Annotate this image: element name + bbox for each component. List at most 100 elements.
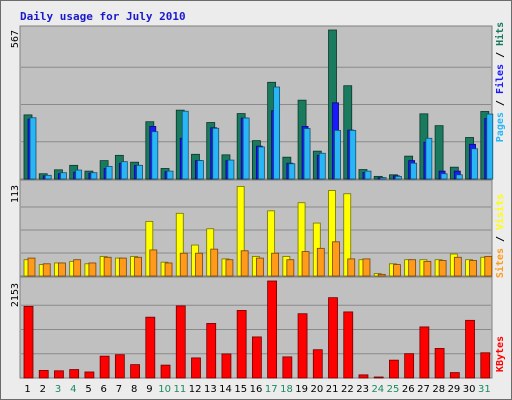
x-label-day-2: 2 (40, 384, 46, 395)
sites-bar-day-12 (195, 252, 203, 277)
sites-bar-day-9 (149, 249, 158, 277)
visits-bar-day-22 (343, 193, 352, 277)
svg-text:Pages / Files / Hits: Pages / Files / Hits (494, 22, 506, 142)
chart-title: Daily usage for July 2010 (20, 10, 186, 23)
kbytes-bar-day-6 (99, 355, 110, 379)
pages-bar-day-4 (75, 169, 83, 180)
sites-bar-day-29 (453, 256, 462, 277)
sites-bar-day-1 (27, 257, 36, 277)
sites-bar-day-14 (225, 259, 234, 277)
sites-bar-day-23 (362, 258, 371, 277)
pages-bar-day-7 (120, 161, 128, 180)
kbytes-bar-day-15 (236, 310, 247, 379)
x-label-day-3: 3 (55, 384, 61, 395)
kbytes-bar-day-10 (160, 364, 171, 379)
pages-bar-day-22 (349, 129, 357, 180)
legend-kbytes: KBytes (495, 336, 506, 372)
kbytes-bar-day-28 (434, 348, 445, 379)
x-label-day-8: 8 (131, 384, 137, 395)
visits-bar-day-21 (328, 190, 336, 277)
kbytes-bar-day-31 (480, 352, 491, 379)
kbytes-bar-day-9 (145, 316, 156, 379)
pages-bar-day-18 (288, 163, 296, 180)
sites-bar-day-22 (347, 258, 356, 277)
pages-bar-day-12 (197, 160, 204, 180)
visits-bar-day-19 (297, 202, 306, 277)
sites-bar-day-2 (42, 263, 51, 277)
legend-pages: Pages (495, 112, 506, 142)
sites-bar-day-4 (73, 259, 82, 277)
pages-bar-day-19 (303, 128, 311, 180)
sites-bar-day-25 (393, 264, 401, 277)
hits-panel-bars (21, 29, 494, 180)
x-label-day-30: 30 (463, 384, 476, 395)
x-label-day-26: 26 (402, 384, 415, 395)
legend-kbytes: KBytes (495, 336, 506, 372)
sites-bar-day-13 (210, 248, 219, 277)
kbytes-bar-day-18 (282, 356, 293, 379)
kbytes-bar-day-20 (312, 349, 323, 379)
kbytes-bar-day-30 (465, 319, 475, 379)
kbytes-bar-day-24 (373, 376, 384, 379)
kbytes-ymax-label: 2153 (10, 283, 21, 307)
x-label-day-16: 16 (250, 384, 263, 395)
x-label-day-24: 24 (371, 384, 384, 395)
pages-bar-day-15 (242, 117, 250, 180)
sites-bar-day-21 (332, 241, 340, 277)
legend-sites: Sites (494, 248, 506, 278)
x-label-day-25: 25 (387, 384, 400, 395)
pages-bar-day-26 (410, 162, 418, 180)
pages-bar-day-5 (90, 172, 98, 180)
x-label-day-11: 11 (174, 384, 187, 395)
pages-bar-day-8 (136, 164, 143, 180)
sites-bar-day-8 (134, 256, 142, 277)
pages-bar-day-6 (105, 165, 113, 180)
sites-bar-day-27 (423, 260, 432, 277)
sites-bar-day-3 (58, 262, 66, 277)
legend-files: Files (494, 64, 506, 94)
pages-bar-day-14 (227, 159, 235, 180)
kbytes-bar-day-19 (297, 313, 308, 379)
x-label-day-18: 18 (280, 384, 293, 395)
x-label-day-10: 10 (158, 384, 171, 395)
x-label-day-15: 15 (234, 384, 247, 395)
kbytes-panel-bars (21, 280, 491, 379)
sites-bar-day-6 (103, 256, 112, 277)
visits-bar-day-17 (267, 210, 276, 277)
x-label-day-23: 23 (356, 384, 369, 395)
kbytes-bar-day-12 (191, 357, 201, 379)
x-label-day-21: 21 (326, 384, 339, 395)
pages-bar-day-3 (60, 172, 67, 180)
x-label-day-1: 1 (24, 384, 30, 395)
sites-bar-day-19 (301, 251, 310, 277)
kbytes-bar-day-5 (84, 371, 95, 379)
kbytes-bar-day-7 (114, 354, 125, 379)
sites-bar-day-16 (255, 257, 264, 277)
x-label-day-9: 9 (146, 384, 152, 395)
legend-visits: Visits (494, 194, 506, 230)
kbytes-bar-day-27 (419, 326, 430, 379)
kbytes-bar-day-16 (251, 336, 262, 379)
pages-bar-day-13 (212, 127, 220, 180)
sites-bar-day-28 (438, 260, 447, 277)
x-label-day-12: 12 (189, 384, 202, 395)
legend-hits: Hits (494, 22, 506, 46)
svg-text:Sites / Visits: Sites / Visits (494, 194, 506, 278)
x-label-day-20: 20 (311, 384, 324, 395)
sites-bar-day-10 (164, 262, 173, 277)
x-label-day-7: 7 (116, 384, 122, 395)
x-label-day-6: 6 (101, 384, 107, 395)
visits-ymax-label: 113 (10, 185, 21, 203)
kbytes-bar-day-29 (449, 372, 460, 379)
pages-bar-day-10 (166, 170, 174, 180)
visits-bar-day-9 (145, 221, 154, 277)
kbytes-bar-day-14 (221, 353, 232, 379)
x-label-day-22: 22 (341, 384, 354, 395)
kbytes-bar-day-13 (206, 323, 217, 379)
x-label-day-4: 4 (70, 384, 76, 395)
x-label-day-17: 17 (265, 384, 278, 395)
visits-bar-day-11 (175, 212, 184, 277)
sites-bar-day-11 (179, 252, 188, 277)
